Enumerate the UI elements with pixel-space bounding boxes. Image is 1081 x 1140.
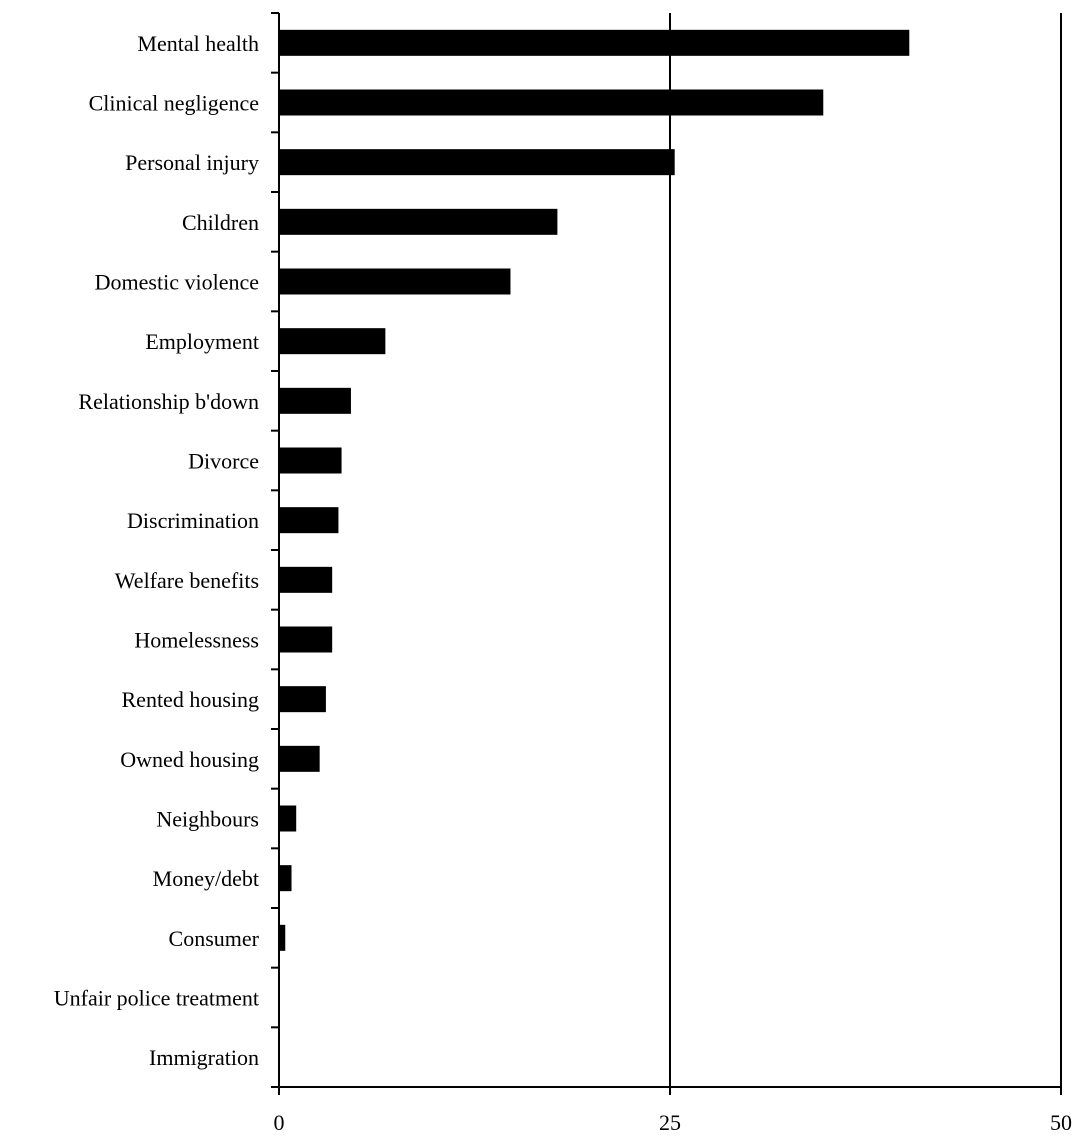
- category-label: Unfair police treatment: [54, 986, 259, 1011]
- category-label: Clinical negligence: [89, 91, 259, 116]
- bar-2: [279, 149, 675, 176]
- bars: [279, 29, 910, 951]
- category-label: Personal injury: [125, 150, 259, 175]
- bar-10: [279, 626, 333, 653]
- category-label: Children: [182, 210, 259, 235]
- axes: [271, 12, 1062, 1095]
- category-label: Divorce: [188, 449, 259, 474]
- gridlines: [669, 13, 1062, 1087]
- bar-8: [279, 507, 339, 534]
- category-label: Homelessness: [134, 628, 259, 653]
- bar-15: [279, 924, 286, 951]
- bar-13: [279, 805, 297, 832]
- x-tick-label: 0: [274, 1110, 285, 1135]
- bar-9: [279, 566, 333, 593]
- category-label: Employment: [145, 329, 259, 354]
- category-label: Discrimination: [127, 508, 259, 533]
- category-label: Mental health: [137, 31, 259, 56]
- category-label: Immigration: [149, 1045, 259, 1070]
- x-tick-labels: 0 25 50: [274, 1110, 1073, 1135]
- category-label: Neighbours: [156, 807, 259, 832]
- category-label: Owned housing: [120, 747, 259, 772]
- bar-6: [279, 387, 351, 414]
- bar-12: [279, 745, 320, 772]
- x-tick-label: 50: [1050, 1110, 1072, 1135]
- bar-14: [279, 865, 292, 892]
- bar-3: [279, 208, 558, 235]
- bar-11: [279, 686, 326, 713]
- x-tick-label: 25: [659, 1110, 681, 1135]
- bar-5: [279, 328, 386, 355]
- category-labels: Mental health Clinical negligence Personal…: [54, 31, 260, 1070]
- category-label: Welfare benefits: [115, 568, 259, 593]
- bar-7: [279, 447, 342, 474]
- category-label: Domestic violence: [95, 270, 259, 295]
- category-label: Relationship b'down: [78, 389, 259, 414]
- bar-4: [279, 268, 511, 295]
- bar-0: [279, 29, 910, 56]
- category-label: Consumer: [169, 926, 260, 951]
- category-label: Money/debt: [153, 866, 259, 891]
- category-label: Rented housing: [122, 687, 260, 712]
- bar-1: [279, 89, 824, 116]
